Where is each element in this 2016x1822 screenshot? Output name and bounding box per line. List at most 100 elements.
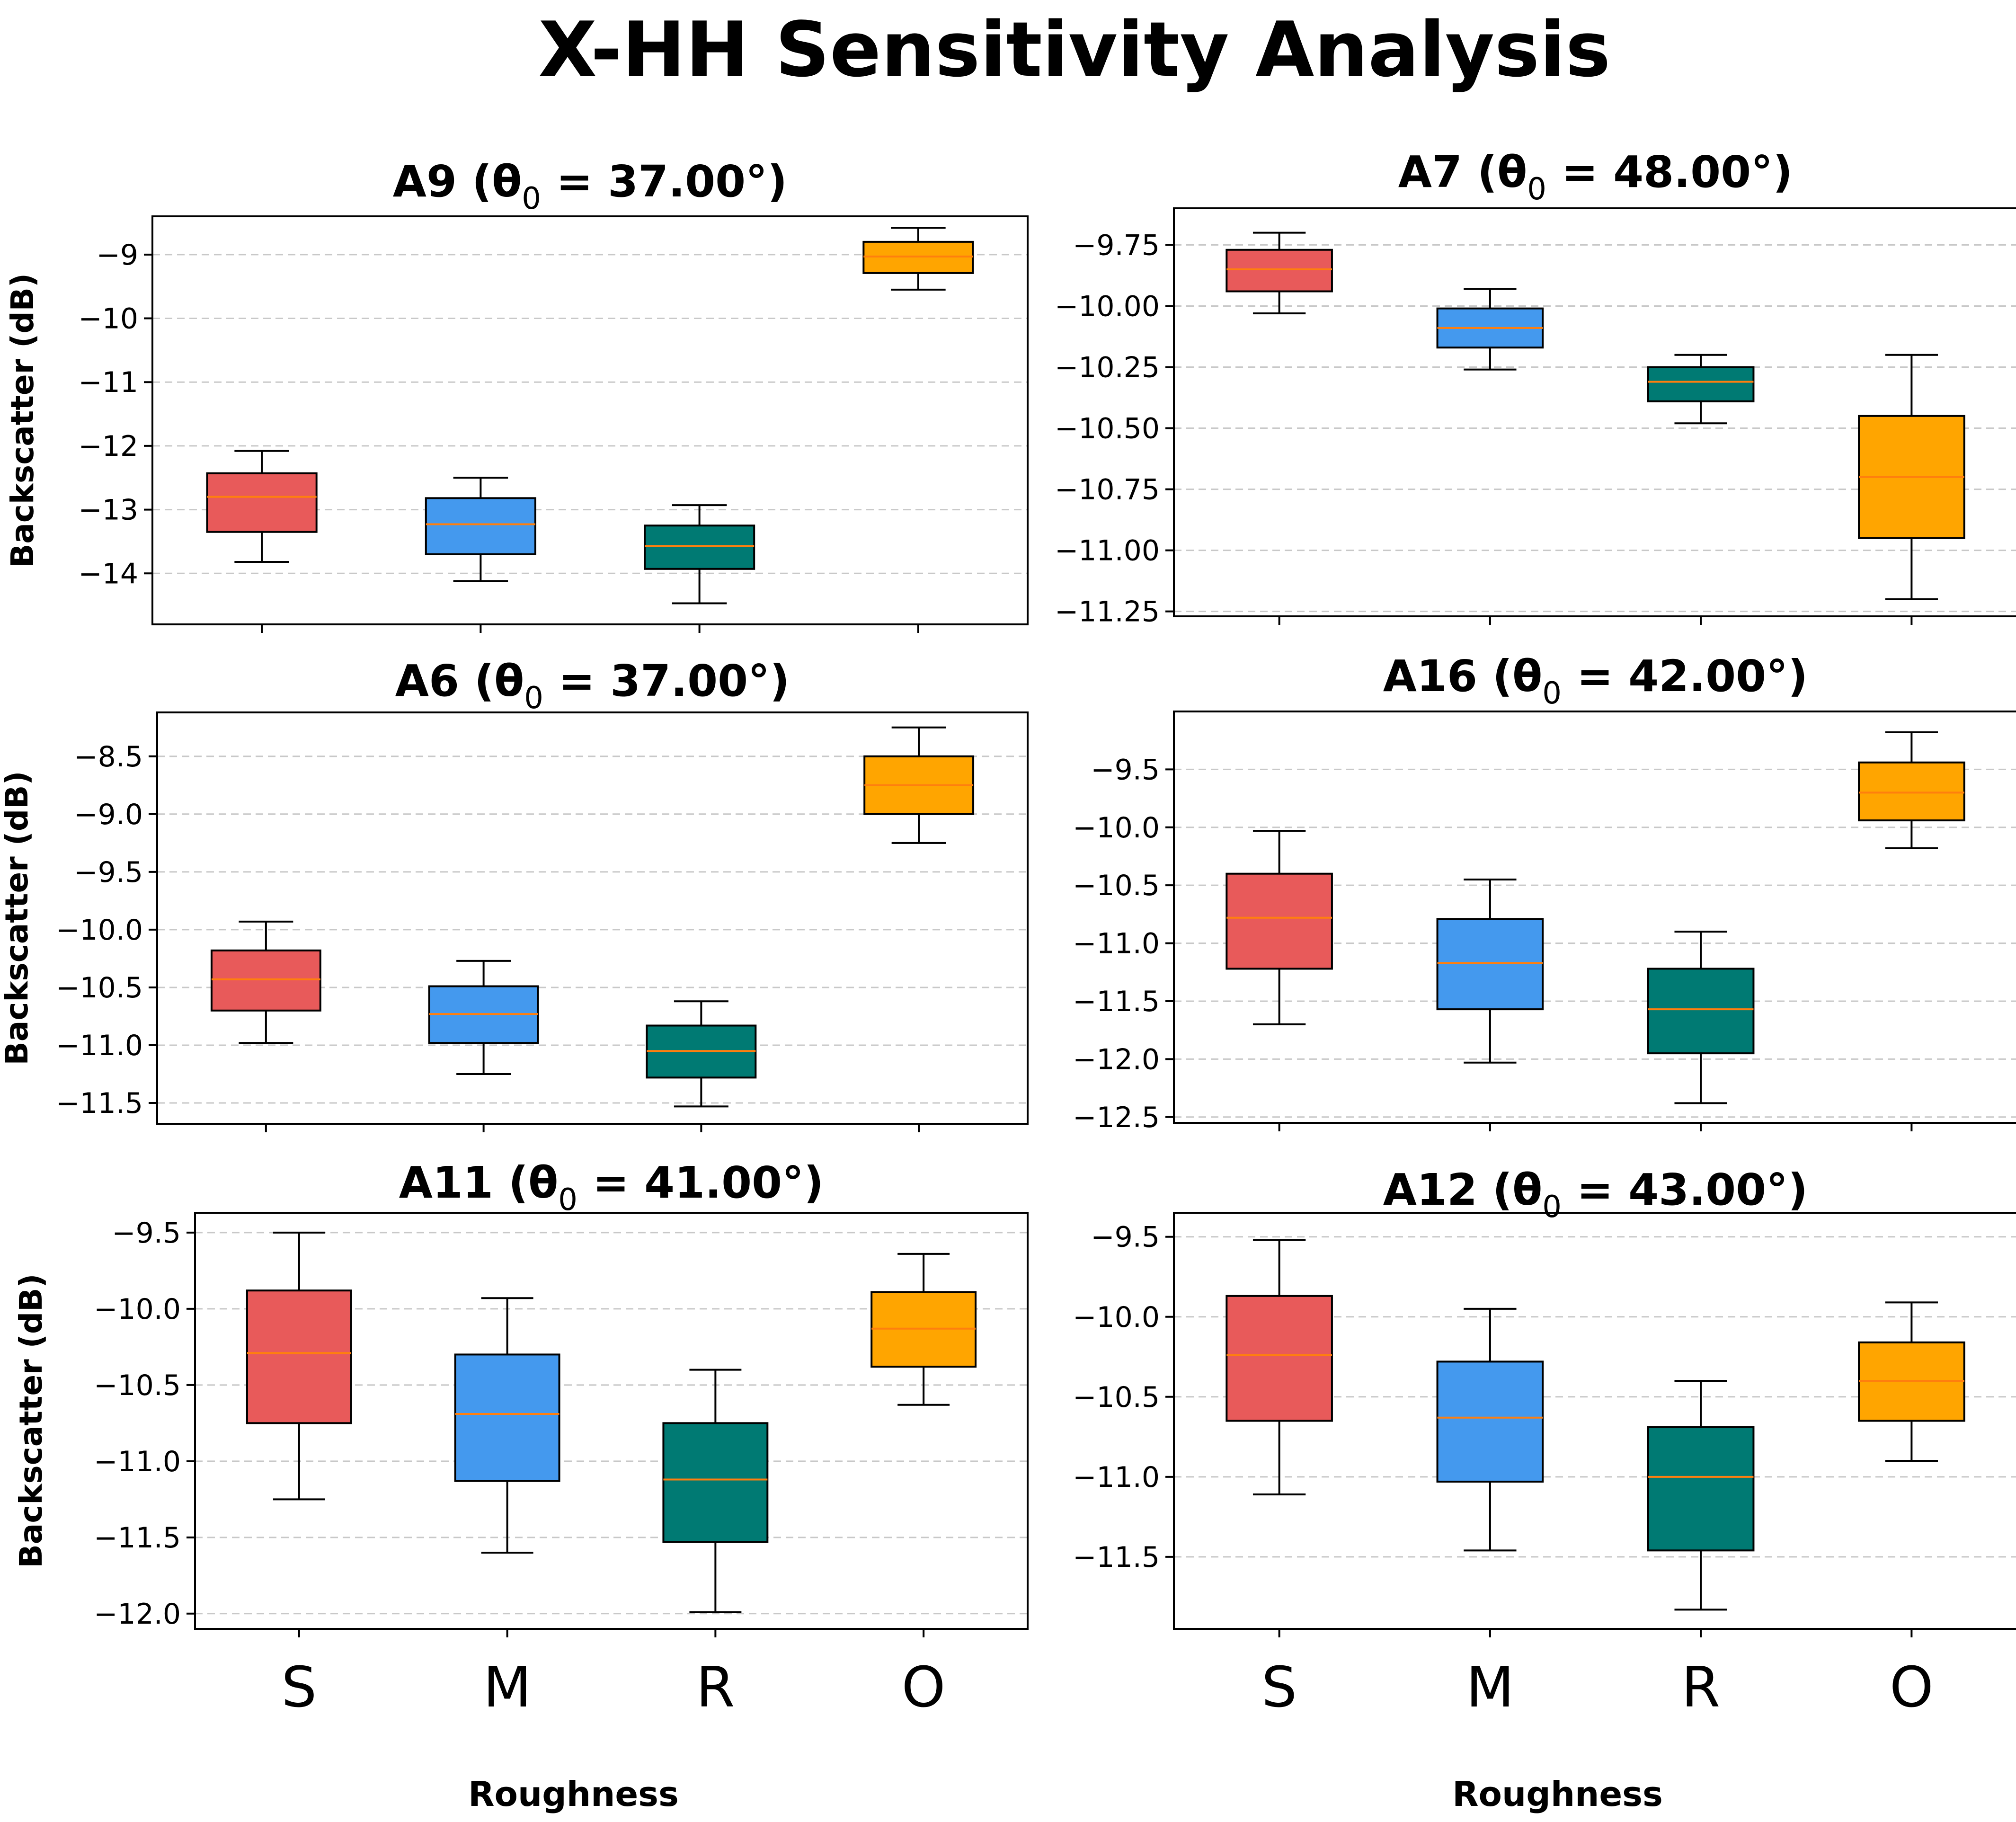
y-tick-label: −11.0 [1073,1461,1160,1494]
y-tick-label: −10.75 [1055,473,1160,507]
y-tick-label: −10.50 [1055,412,1160,445]
x-tick-label: M [1466,1654,1514,1720]
box-M [428,960,539,1075]
y-tick-label: −10.0 [1073,811,1160,844]
box-M [454,1297,560,1554]
y-tick-label: −13 [78,494,138,527]
box-O [1858,354,1965,600]
y-tick-label: −10.25 [1055,351,1160,384]
y-tick-label: −10.0 [56,914,143,947]
iqr-box [1226,872,1333,970]
y-tick-label: −11.00 [1055,534,1160,568]
y-tick-label: −12.0 [94,1598,181,1631]
y-tick-label: −12.5 [1073,1101,1160,1134]
iqr-box [1436,918,1544,1011]
y-tick-label: −11 [78,366,138,399]
subplot-title: A11 (θ0 = 41.00°) [399,1157,824,1218]
axes-frame [1173,711,2016,1124]
y-tick-label: −10.5 [94,1369,181,1402]
axes-frame [151,215,1029,625]
iqr-box [1647,366,1755,402]
box-R [644,504,755,604]
box-R [646,1000,757,1108]
y-tick-label: −10.00 [1055,290,1160,323]
subplot-title: A9 (θ0 = 37.00°) [393,156,787,216]
y-tick-label: −10.5 [56,971,143,1004]
y-tick-label: −8.5 [74,740,143,773]
box-R [1647,354,1755,425]
box-O [1858,731,1965,849]
y-tick-label: −9.5 [1091,1221,1160,1254]
subplot-title: A12 (θ0 = 43.00°) [1383,1164,1808,1225]
x-tick-label: S [1261,1654,1297,1720]
subplot-2: −11.25 −11.00 −10.75 −10.50 −10.25 −10.00 −9.7… [1055,147,2016,629]
box-M [1436,1307,1544,1552]
iqr-box [454,1353,560,1482]
y-axis-label: Backscatter (dB) [4,273,41,568]
y-tick-label: −9.5 [1091,753,1160,786]
iqr-box [1647,1426,1755,1552]
box-S [206,450,318,563]
iqr-box [1226,249,1333,293]
subplot-1: −14 −13 −12 −11 −10 −9 A9 (θ0 = 37.00°) Backsca… [4,156,1029,633]
y-tick-label: −11.5 [94,1521,181,1555]
iqr-box [1436,1360,1544,1483]
x-tick-label: M [483,1654,532,1720]
box-O [863,726,975,844]
iqr-box [246,1289,352,1424]
y-axis-label: Backscatter (dB) [13,1273,49,1568]
axes-frame [1173,207,2016,617]
iqr-box [210,949,321,1012]
y-tick-label: −9.5 [112,1217,181,1250]
y-tick-label: −14 [78,557,138,590]
box-S [1226,1239,1333,1496]
x-tick-label: S [281,1654,317,1720]
y-tick-label: −9.0 [74,798,143,831]
box-O [870,1253,977,1406]
figure-title: X-HH Sensitivity Analysis [538,5,1610,94]
iqr-box [662,1422,769,1543]
y-tick-label: −11.5 [56,1087,143,1120]
box-M [1436,878,1544,1064]
axes-frame [194,1212,1029,1630]
y-axis-label: Backscatter (dB) [0,771,35,1065]
box-R [1647,931,1755,1104]
y-tick-label: −10.5 [1073,869,1160,902]
box-R [1647,1379,1755,1611]
x-tick-label: O [1890,1654,1934,1720]
x-axis-label: Roughness [1452,1774,1663,1814]
subplot-title: A6 (θ0 = 37.00°) [395,656,790,716]
y-tick-label: −11.5 [1073,1541,1160,1574]
y-tick-label: −12.0 [1073,1043,1160,1076]
y-tick-label: −10.5 [1073,1381,1160,1414]
iqr-box [1858,761,1965,822]
y-tick-label: −11.0 [94,1445,181,1478]
box-M [425,477,536,582]
y-tick-label: −11.0 [1073,927,1160,960]
y-tick-label: −11.5 [1073,985,1160,1018]
iqr-box [1226,1295,1333,1422]
iqr-box [1647,968,1755,1055]
iqr-box [862,240,974,274]
box-S [1226,231,1333,314]
axes-frame [1173,1212,2016,1630]
panels: −14 −13 −12 −11 −10 −9 A9 (θ0 = 37.00°) Backsca… [0,147,2016,1814]
subplot-6: −11.5 −11.0 −10.5 −10.0 −9.5 S M R O A12 (θ0 = 43… [1073,1164,2016,1814]
box-M [1436,288,1544,371]
subplot-title: A16 (θ0 = 42.00°) [1383,651,1808,711]
box-S [210,920,321,1044]
box-O [1858,1301,1965,1462]
subplot-5: −12.0 −11.5 −11.0 −10.5 −10.0 −9.5 S M R O A11 (θ0… [13,1157,1029,1814]
x-tick-label: O [902,1654,946,1720]
y-tick-label: −10.0 [1073,1301,1160,1334]
subplot-title: A7 (θ0 = 48.00°) [1398,147,1793,207]
y-tick-label: −11.25 [1055,595,1160,629]
y-tick-label: −11.0 [56,1029,143,1062]
iqr-box [206,472,318,533]
y-tick-label: −12 [78,430,138,463]
box-S [246,1231,352,1501]
y-tick-label: −10 [78,302,138,336]
x-axis-label: Roughness [468,1774,679,1814]
iqr-box [425,497,536,555]
